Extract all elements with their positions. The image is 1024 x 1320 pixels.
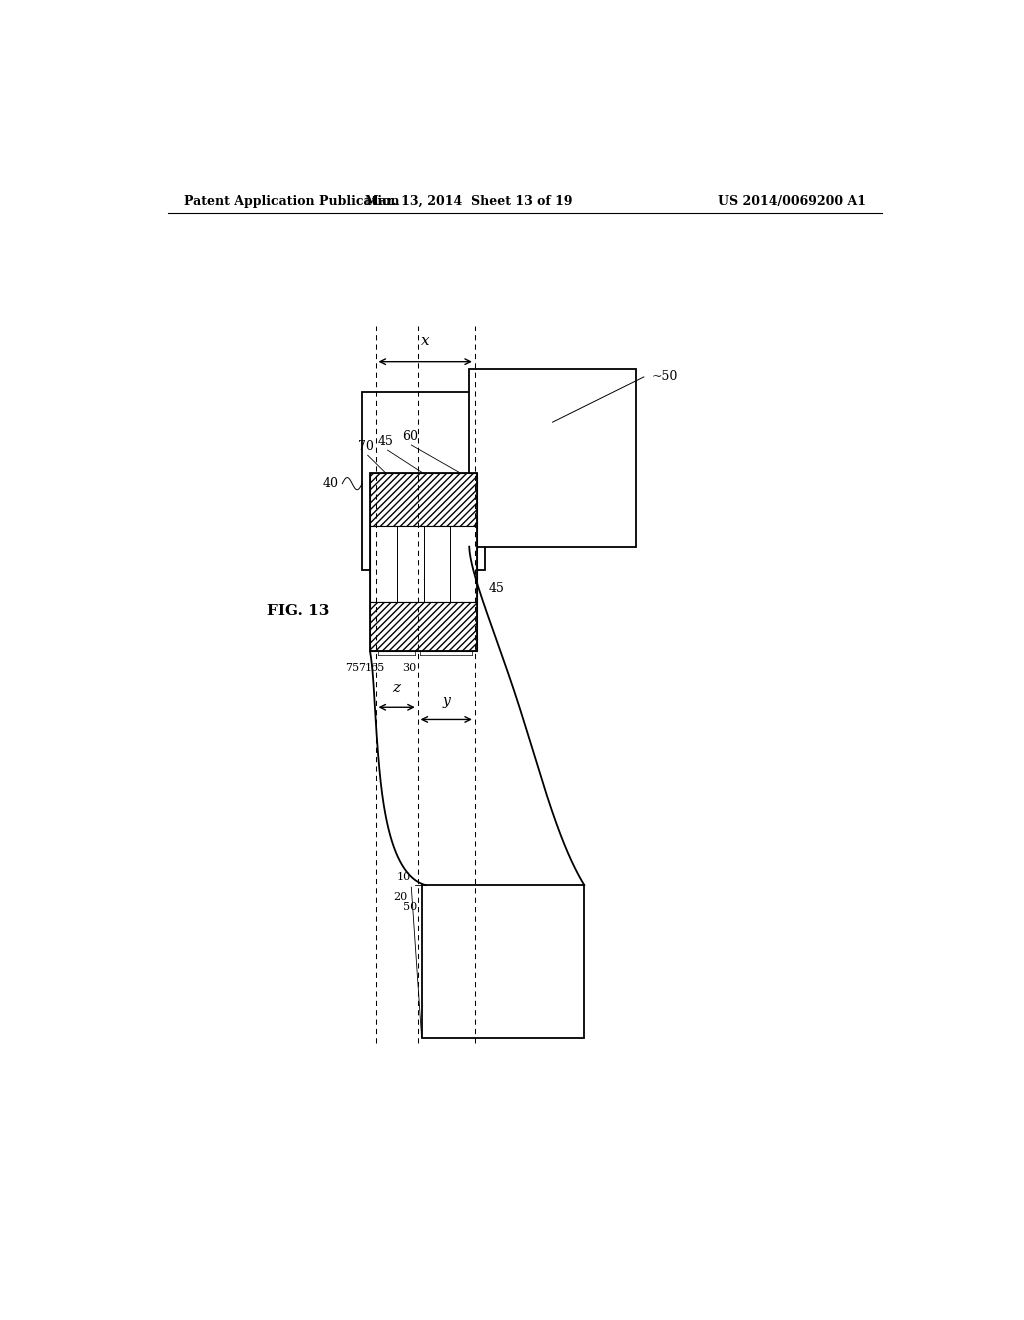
Text: 30: 30 (401, 663, 416, 672)
Text: Mar. 13, 2014  Sheet 13 of 19: Mar. 13, 2014 Sheet 13 of 19 (366, 194, 573, 207)
Text: 71: 71 (358, 663, 373, 672)
Text: 40: 40 (323, 477, 338, 490)
Text: 70: 70 (358, 440, 374, 453)
Bar (370, 527, 477, 602)
Text: FIG. 13: FIG. 13 (267, 603, 330, 618)
Text: z: z (392, 681, 400, 696)
Bar (370, 474, 477, 651)
Bar (370, 602, 477, 651)
Text: 65: 65 (370, 663, 384, 672)
Text: ~50: ~50 (652, 371, 678, 383)
Text: Patent Application Publication: Patent Application Publication (183, 194, 399, 207)
Text: 45: 45 (489, 582, 505, 595)
Bar (422, 886, 585, 1038)
Text: x: x (421, 334, 429, 348)
Bar (362, 392, 485, 570)
Bar (469, 368, 636, 546)
Text: 75: 75 (346, 663, 359, 672)
Text: 10: 10 (397, 873, 412, 882)
Text: US 2014/0069200 A1: US 2014/0069200 A1 (718, 194, 866, 207)
Text: y: y (442, 694, 451, 709)
Text: 50: 50 (403, 903, 418, 912)
Text: 20: 20 (393, 892, 408, 903)
Bar (370, 474, 477, 527)
Text: 60: 60 (401, 430, 418, 444)
Text: 45: 45 (378, 436, 394, 447)
